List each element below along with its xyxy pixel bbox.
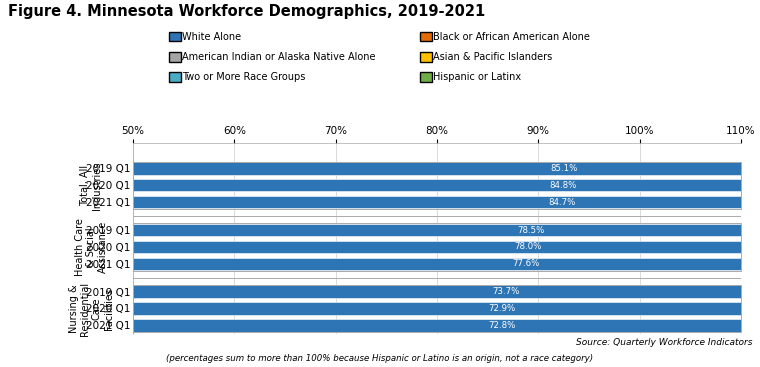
Text: Black or African American Alone: Black or African American Alone: [433, 32, 590, 42]
Text: Hispanic or Latinx: Hispanic or Latinx: [433, 72, 521, 82]
Bar: [133, 224, 760, 236]
Text: 72.8%: 72.8%: [488, 321, 515, 330]
Text: Nursing &
Residential
Care
Facilities: Nursing & Residential Care Facilities: [69, 281, 113, 335]
Text: Source: Quarterly Workforce Indicators: Source: Quarterly Workforce Indicators: [576, 338, 752, 347]
Text: Asian & Pacific Islanders: Asian & Pacific Islanders: [433, 52, 553, 62]
Bar: [133, 319, 760, 331]
Text: Total, All
Industries: Total, All Industries: [81, 161, 102, 210]
Bar: [133, 162, 760, 175]
Bar: [133, 285, 741, 332]
Text: Figure 4. Minnesota Workforce Demographics, 2019-2021: Figure 4. Minnesota Workforce Demographi…: [8, 4, 485, 19]
Bar: [133, 162, 741, 209]
Text: 84.7%: 84.7%: [549, 198, 576, 207]
Bar: [133, 286, 760, 298]
Bar: [133, 258, 760, 270]
Text: 77.6%: 77.6%: [512, 259, 540, 268]
Bar: [133, 241, 760, 253]
Bar: [133, 196, 760, 208]
Text: American Indian or Alaska Native Alone: American Indian or Alaska Native Alone: [182, 52, 376, 62]
Bar: [133, 302, 760, 315]
Text: 78.0%: 78.0%: [515, 242, 542, 251]
Text: 72.9%: 72.9%: [489, 304, 516, 313]
Text: Two or More Race Groups: Two or More Race Groups: [182, 72, 306, 82]
Bar: [133, 223, 741, 270]
Text: 73.7%: 73.7%: [492, 287, 520, 296]
Text: 78.5%: 78.5%: [517, 225, 544, 235]
Text: White Alone: White Alone: [182, 32, 242, 42]
Bar: [133, 179, 760, 192]
Text: 85.1%: 85.1%: [550, 164, 578, 173]
Text: (percentages sum to more than 100% because Hispanic or Latino is an origin, not : (percentages sum to more than 100% becau…: [166, 354, 594, 363]
Text: 84.8%: 84.8%: [549, 181, 576, 190]
Text: Health Care
& Social
Assistance: Health Care & Social Assistance: [74, 218, 108, 276]
